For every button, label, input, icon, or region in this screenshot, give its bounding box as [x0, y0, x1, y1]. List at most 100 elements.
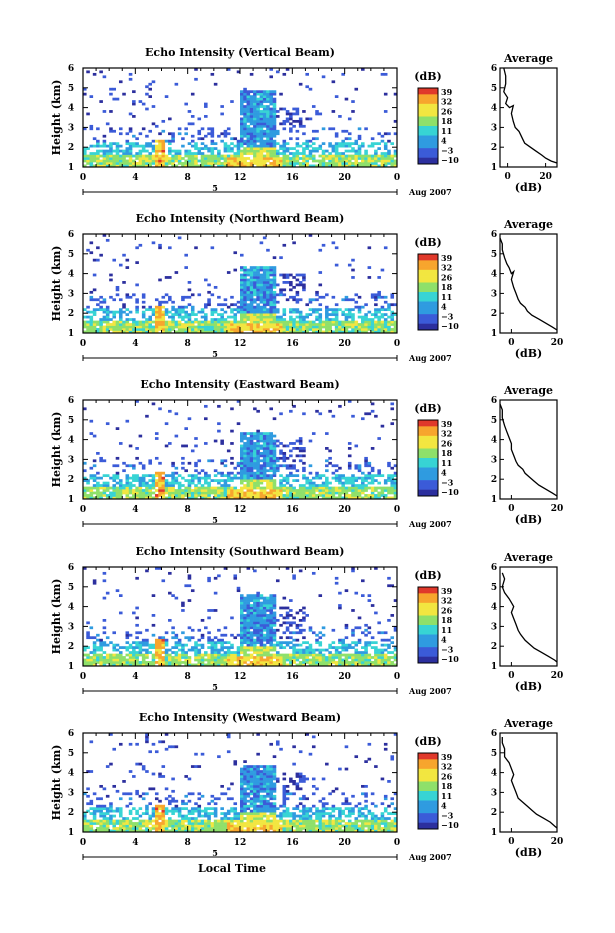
- heatmap-cell: [338, 326, 342, 329]
- heatmap-cell: [315, 293, 319, 296]
- heatmap-cell: [240, 145, 244, 148]
- heatmap-cell: [263, 122, 267, 125]
- heatmap-cell: [194, 155, 198, 158]
- heatmap-cell: [247, 594, 251, 597]
- heatmap-cell: [224, 303, 228, 306]
- heatmap-cell: [103, 145, 107, 148]
- heatmap-cell: [162, 639, 166, 642]
- heatmap-cell: [230, 142, 234, 145]
- heatmap-cell: [256, 450, 260, 453]
- heatmap-cell: [292, 617, 296, 620]
- heatmap-cell: [289, 599, 293, 602]
- heatmap-cell: [299, 656, 303, 659]
- heatmap-cell: [269, 445, 273, 448]
- heatmap-cell: [93, 323, 97, 326]
- heatmap-cell: [341, 157, 345, 160]
- heatmap-cell: [338, 160, 342, 163]
- heatmap-cell: [126, 636, 130, 639]
- heatmap-cell: [276, 130, 280, 133]
- heatmap-cell: [364, 127, 368, 130]
- heatmap-cell: [260, 313, 264, 316]
- heatmap-cell: [230, 661, 234, 664]
- heatmap-cell: [253, 105, 257, 108]
- heatmap-cell: [191, 629, 195, 632]
- heatmap-cell: [240, 313, 244, 316]
- heatmap-cell: [126, 160, 130, 163]
- heatmap-cell: [240, 152, 244, 155]
- heatmap-cell: [240, 118, 244, 121]
- heatmap-cell: [309, 145, 313, 148]
- heatmap-cell: [354, 592, 358, 595]
- heatmap-cell: [99, 644, 103, 647]
- heatmap-cell: [220, 326, 224, 329]
- x-tick-label: 12: [234, 173, 247, 183]
- heatmap-cell: [240, 614, 244, 617]
- heatmap-cell: [129, 130, 133, 133]
- heatmap-cell: [181, 157, 185, 160]
- heatmap-cell: [384, 479, 388, 482]
- heatmap-cell: [152, 624, 156, 627]
- heatmap-cell: [348, 489, 352, 492]
- heatmap-cell: [260, 626, 264, 629]
- heatmap-cell: [364, 412, 368, 415]
- heatmap-cell: [129, 152, 133, 155]
- heatmap-cell: [132, 142, 136, 145]
- heatmap-cell: [230, 137, 234, 140]
- heatmap-cell: [269, 279, 273, 282]
- heatmap-cell: [122, 306, 126, 309]
- heatmap-cell: [273, 494, 277, 497]
- heatmap-cell: [381, 160, 385, 163]
- heatmap-cell: [126, 266, 130, 269]
- heatmap-cell: [188, 110, 192, 113]
- heatmap-cell: [312, 656, 316, 659]
- heatmap-cell: [253, 132, 257, 135]
- heatmap-cell: [266, 152, 270, 155]
- heatmap-cell: [116, 487, 120, 490]
- heatmap-cell: [207, 160, 211, 163]
- heatmap-cell: [175, 160, 179, 163]
- heatmap-cell: [273, 284, 277, 287]
- heatmap-cell: [384, 145, 388, 148]
- heatmap-cell: [368, 631, 372, 634]
- heatmap-cell: [296, 659, 300, 662]
- heatmap-cell: [253, 447, 257, 450]
- heatmap-cell: [119, 654, 123, 657]
- heatmap-cell: [96, 145, 100, 148]
- heatmap-cell: [256, 281, 260, 284]
- heatmap-cell: [319, 631, 323, 634]
- heatmap-cell: [250, 286, 254, 289]
- heatmap-cell: [351, 477, 355, 480]
- heatmap-cell: [269, 661, 273, 664]
- heatmap-cell: [211, 323, 215, 326]
- heatmap-cell: [112, 644, 116, 647]
- heatmap-cell: [240, 467, 244, 470]
- heatmap-cell: [243, 281, 247, 284]
- heatmap-cell: [247, 103, 251, 106]
- heatmap-cell: [109, 659, 113, 662]
- heatmap-cell: [256, 160, 260, 163]
- heatmap-cell: [220, 105, 224, 108]
- heatmap-cell: [217, 318, 221, 321]
- heatmap-cell: [351, 276, 355, 279]
- heatmap-cell: [224, 318, 228, 321]
- heatmap-cell: [181, 298, 185, 301]
- avg-title: Average: [503, 384, 553, 397]
- heatmap-cell: [96, 477, 100, 480]
- colorbar-segment: [418, 276, 438, 279]
- heatmap-cell: [96, 661, 100, 664]
- heatmap-cell: [155, 321, 159, 324]
- heatmap-cell: [348, 646, 352, 649]
- heatmap-cell: [116, 321, 120, 324]
- heatmap-cell: [148, 487, 152, 490]
- heatmap-cell: [266, 296, 270, 299]
- heatmap-cell: [201, 492, 205, 495]
- heatmap-cell: [230, 323, 234, 326]
- heatmap-cell: [371, 410, 375, 413]
- heatmap-cell: [289, 624, 293, 627]
- heatmap-cell: [191, 293, 195, 296]
- heatmap-cell: [266, 274, 270, 277]
- heatmap-cell: [165, 649, 169, 652]
- heatmap-cell: [227, 321, 231, 324]
- heatmap-cell: [90, 659, 94, 662]
- heatmap-cell: [279, 256, 283, 259]
